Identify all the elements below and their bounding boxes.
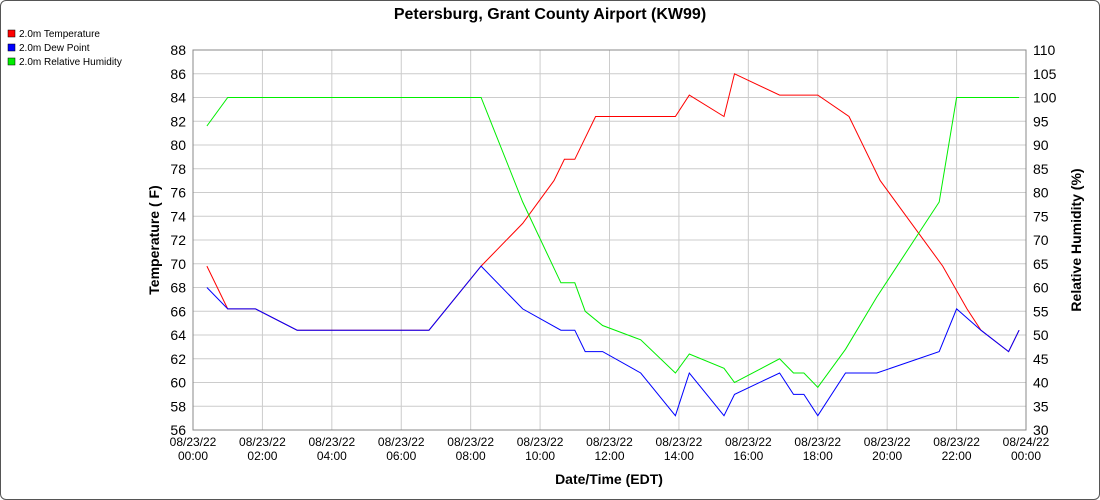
x-tick-time: 10:00 — [525, 449, 555, 463]
x-tick-time: 12:00 — [594, 449, 624, 463]
y-tick-label: 82 — [170, 113, 186, 129]
y-tick-label: 60 — [170, 375, 186, 391]
x-tick-time: 18:00 — [803, 449, 833, 463]
y-tick-label: 64 — [170, 327, 186, 343]
y-axis-label: Temperature ( F) — [146, 185, 162, 294]
x-tick-time: 22:00 — [942, 449, 972, 463]
y-axis-ticks: 56 58 60 62 64 66 68 70 72 74 76 78 80 82 84 86 88 — [170, 42, 186, 438]
y2-tick-label: 50 — [1033, 327, 1049, 343]
y2-axis-ticks: 30 35 40 45 50 55 60 65 70 75 80 85 90 95 100 105 110 — [1033, 42, 1057, 438]
x-tick-date: 08/23/22 — [447, 435, 494, 449]
y-tick-label: 80 — [170, 137, 186, 153]
x-tick-time: 00:00 — [178, 449, 208, 463]
x-tick-time: 00:00 — [1011, 449, 1041, 463]
series-line-2 — [206, 265, 1020, 417]
y-tick-label: 66 — [170, 303, 186, 319]
y-tick-label: 62 — [170, 351, 186, 367]
y2-tick-label: 60 — [1033, 280, 1049, 296]
y2-tick-label: 75 — [1033, 208, 1049, 224]
x-axis-ticks: 08/23/2200:0008/23/2202:0008/23/2204:000… — [170, 435, 1050, 463]
y-tick-label: 84 — [170, 90, 186, 106]
legend-label: 2.0m Temperature — [19, 29, 100, 40]
x-tick-date: 08/23/22 — [308, 435, 355, 449]
y2-tick-label: 80 — [1033, 185, 1049, 201]
y-tick-label: 76 — [170, 185, 186, 201]
series-lines — [206, 73, 1020, 417]
y-tick-label: 86 — [170, 66, 186, 82]
y2-tick-label: 110 — [1033, 42, 1056, 58]
y2-tick-label: 105 — [1033, 66, 1057, 82]
y2-tick-label: 40 — [1033, 375, 1049, 391]
series-line-3 — [206, 97, 1020, 389]
x-tick-date: 08/23/22 — [170, 435, 217, 449]
y-tick-label: 56 — [170, 422, 186, 438]
x-tick-date: 08/23/22 — [586, 435, 633, 449]
x-tick-date: 08/24/22 — [1003, 435, 1050, 449]
y-tick-label: 88 — [170, 42, 186, 58]
y2-tick-label: 95 — [1033, 113, 1049, 129]
x-tick-date: 08/23/22 — [864, 435, 911, 449]
y2-axis-label: Relative Humidity (%) — [1068, 168, 1084, 311]
x-axis-label: Date/Time (EDT) — [555, 471, 663, 487]
x-tick-time: 04:00 — [317, 449, 347, 463]
x-tick-date: 08/23/22 — [656, 435, 703, 449]
y2-tick-label: 55 — [1033, 303, 1049, 319]
y-tick-label: 58 — [170, 398, 186, 414]
legend-swatch — [7, 57, 16, 66]
x-tick-time: 16:00 — [733, 449, 763, 463]
x-tick-date: 08/23/22 — [239, 435, 286, 449]
y2-tick-label: 100 — [1033, 90, 1057, 106]
x-tick-time: 20:00 — [872, 449, 902, 463]
plot-area — [192, 49, 1027, 431]
x-tick-time: 08:00 — [456, 449, 486, 463]
x-tick-date: 08/23/22 — [517, 435, 564, 449]
y-tick-label: 68 — [170, 280, 186, 296]
legend-swatch — [7, 29, 16, 38]
legend-label: 2.0m Relative Humidity — [19, 57, 122, 68]
x-tick-time: 06:00 — [386, 449, 416, 463]
y2-tick-label: 45 — [1033, 351, 1049, 367]
x-tick-time: 02:00 — [247, 449, 277, 463]
y2-tick-label: 90 — [1033, 137, 1049, 153]
grid-lines — [192, 49, 1027, 431]
y2-tick-label: 35 — [1033, 398, 1049, 414]
y2-tick-label: 85 — [1033, 161, 1049, 177]
x-tick-date: 08/23/22 — [725, 435, 772, 449]
x-tick-time: 14:00 — [664, 449, 694, 463]
y-tick-label: 74 — [170, 208, 186, 224]
x-tick-date: 08/23/22 — [933, 435, 980, 449]
x-tick-date: 08/23/22 — [378, 435, 425, 449]
legend-label: 2.0m Dew Point — [19, 43, 90, 54]
y2-tick-label: 30 — [1033, 422, 1049, 438]
y-tick-label: 70 — [170, 256, 186, 272]
y-tick-label: 72 — [170, 232, 186, 248]
y2-tick-label: 70 — [1033, 232, 1049, 248]
legend-swatch — [7, 43, 16, 52]
x-tick-date: 08/23/22 — [794, 435, 841, 449]
y-tick-label: 78 — [170, 161, 186, 177]
legend: 2.0m Temperature 2.0m Dew Point 2.0m Relat… — [7, 29, 122, 68]
chart-title: Petersburg, Grant County Airport (KW99) — [394, 6, 706, 23]
y2-tick-label: 65 — [1033, 256, 1049, 272]
series-line-1 — [206, 73, 1020, 353]
